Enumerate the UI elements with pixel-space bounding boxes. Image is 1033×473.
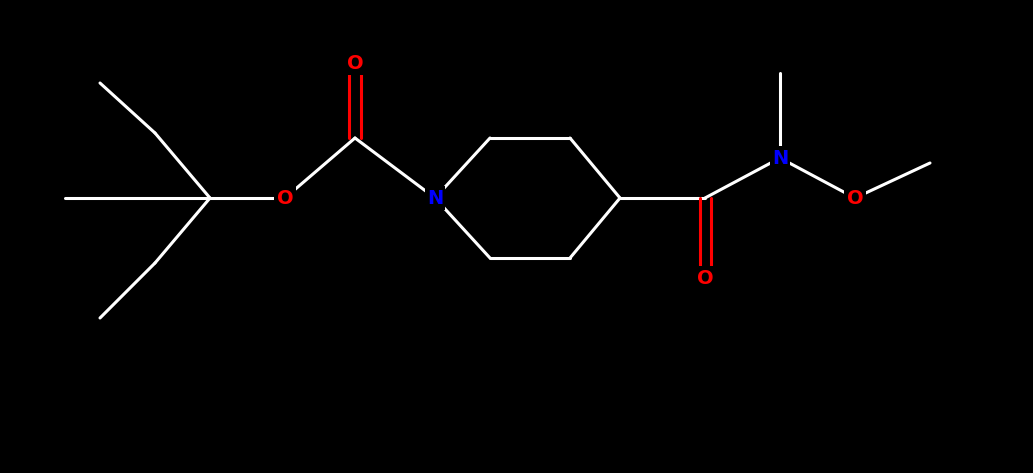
Text: N: N [427,189,443,208]
Text: O: O [277,189,293,208]
Text: N: N [772,149,788,167]
Text: O: O [696,269,714,288]
Text: O: O [847,189,864,208]
Text: O: O [347,53,364,72]
